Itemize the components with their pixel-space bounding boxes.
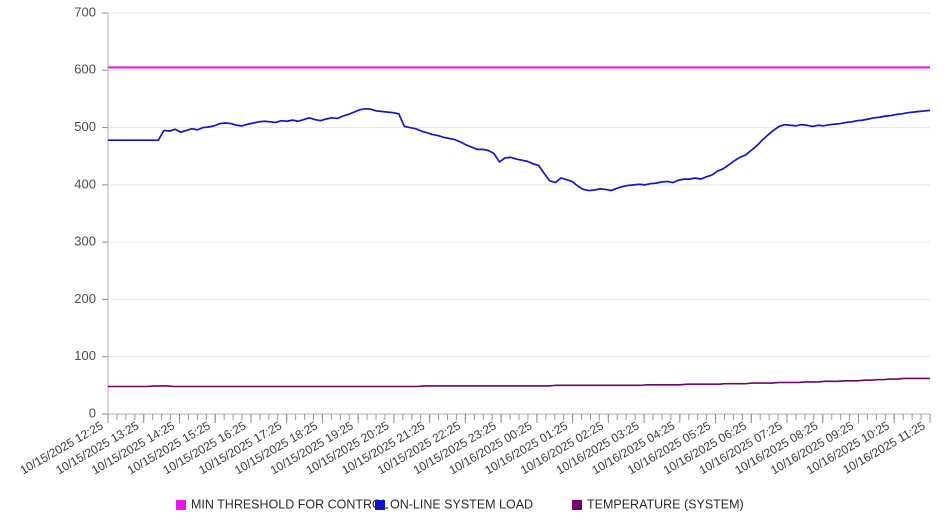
- legend-label: MIN THRESHOLD FOR CONTROL: [191, 497, 389, 511]
- y-axis: [102, 12, 109, 415]
- data-series: [108, 66, 931, 388]
- legend-swatch: [176, 500, 186, 510]
- y-tick-label: 400: [74, 176, 96, 191]
- chart-legend: MIN THRESHOLD FOR CONTROL ON-LINE SYSTEM …: [176, 497, 744, 511]
- y-tick-labels: 0 100 200 300 400 500 600 700: [74, 4, 96, 420]
- y-tick-label: 700: [74, 4, 96, 19]
- y-tick-label: 200: [74, 291, 96, 306]
- y-tick-label: 100: [74, 348, 96, 363]
- x-axis: [107, 413, 931, 423]
- legend-label: ON-LINE SYSTEM LOAD: [390, 497, 533, 511]
- y-tick-label: 0: [89, 405, 96, 420]
- legend-label: TEMPERATURE (SYSTEM): [587, 497, 744, 511]
- legend-swatch: [572, 500, 582, 510]
- y-tick-label: 600: [74, 62, 96, 77]
- y-tick-label: 500: [74, 119, 96, 134]
- series-line-1: [108, 107, 931, 192]
- gridlines: [108, 12, 930, 358]
- y-tick-label: 300: [74, 234, 96, 249]
- series-line-2: [108, 377, 930, 388]
- legend-swatch: [375, 500, 385, 510]
